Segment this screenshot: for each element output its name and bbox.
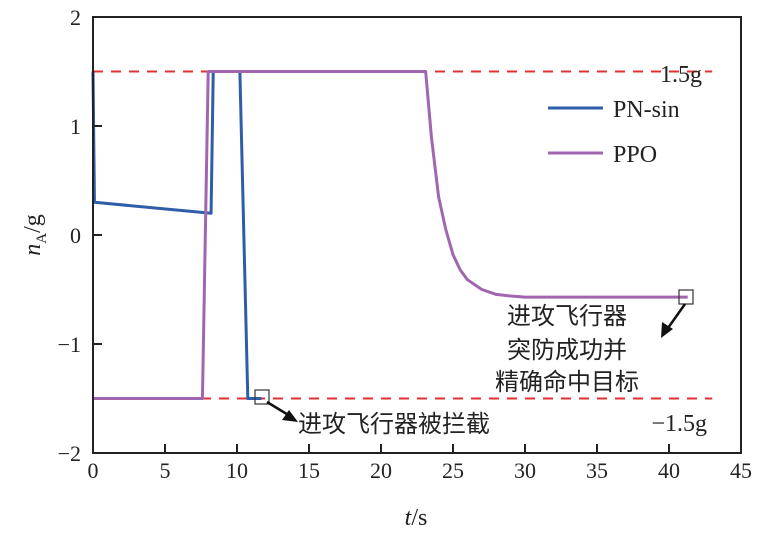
intercept-arrow (266, 400, 291, 418)
intercept-marker (254, 389, 270, 405)
hit-annotation-line1: 进攻飞行器 (507, 303, 627, 330)
x-tick-label: 45 (730, 458, 752, 483)
x-tick-label: 25 (442, 458, 464, 483)
hit-marker (678, 289, 694, 305)
legend-label-ppo: PPO (613, 142, 657, 168)
x-tick-label: 15 (298, 458, 320, 483)
x-tick-label: 5 (160, 458, 171, 483)
x-tick-label: 30 (514, 458, 536, 483)
intercept-arrowhead (282, 410, 298, 422)
intercept-annotation: 进攻飞行器被拦截 (298, 411, 490, 438)
x-tick-label: 40 (658, 458, 680, 483)
x-tick-label: 35 (586, 458, 608, 483)
legend: PN-sin PPO (548, 97, 680, 168)
x-tick-label: 20 (370, 458, 392, 483)
y-tick-label: −2 (58, 441, 81, 466)
y-axis-label: nA/g (20, 214, 50, 256)
hit-annotation-line2: 突防成功并 (507, 337, 627, 364)
x-axis-label: t/s (405, 505, 428, 531)
ref-label-upper: 1.5g (660, 62, 702, 88)
series-line-ppo (93, 70, 688, 400)
legend-label-pn-sin: PN-sin (613, 97, 680, 123)
series-line-pn-sin (91, 70, 262, 400)
y-tick-label: −1 (58, 332, 81, 357)
y-tick-label: 2 (70, 5, 81, 30)
hit-annotation-line3: 精确命中目标 (495, 369, 639, 396)
hit-arrowhead (661, 322, 673, 338)
plot-frame (92, 16, 742, 454)
y-tick-label: 0 (70, 223, 81, 248)
x-tick-label: 0 (88, 458, 99, 483)
y-tick-label: 1 (70, 114, 81, 139)
hit-arrow (666, 303, 687, 329)
x-tick-label: 10 (226, 458, 248, 483)
ref-label-lower: −1.5g (651, 411, 707, 437)
